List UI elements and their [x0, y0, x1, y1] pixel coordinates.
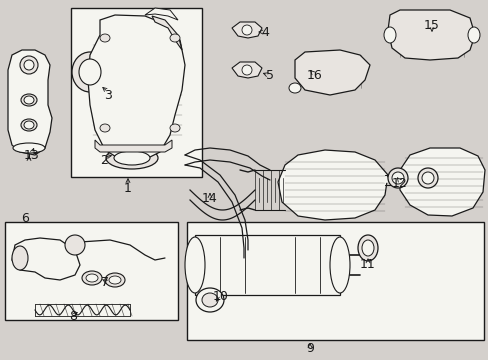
Ellipse shape — [24, 121, 34, 129]
Ellipse shape — [357, 235, 377, 261]
Polygon shape — [95, 140, 172, 152]
Ellipse shape — [24, 96, 34, 104]
Ellipse shape — [72, 52, 108, 92]
Ellipse shape — [114, 151, 150, 165]
Polygon shape — [231, 22, 262, 38]
Ellipse shape — [105, 273, 125, 287]
Ellipse shape — [329, 237, 349, 293]
Polygon shape — [88, 15, 184, 160]
Ellipse shape — [82, 271, 102, 285]
Ellipse shape — [383, 27, 395, 43]
Ellipse shape — [417, 168, 437, 188]
Ellipse shape — [361, 240, 373, 256]
Bar — [186, 222, 483, 340]
Text: 12: 12 — [391, 176, 407, 189]
Polygon shape — [145, 8, 178, 20]
Polygon shape — [152, 16, 182, 50]
Ellipse shape — [391, 172, 403, 184]
Ellipse shape — [21, 119, 37, 131]
Polygon shape — [294, 50, 369, 95]
Ellipse shape — [20, 56, 38, 74]
Polygon shape — [231, 62, 262, 78]
Ellipse shape — [12, 246, 28, 270]
Text: 16: 16 — [306, 68, 322, 81]
Ellipse shape — [109, 276, 121, 284]
Ellipse shape — [170, 124, 180, 132]
Polygon shape — [399, 148, 484, 216]
Bar — [71, 8, 202, 177]
Text: 3: 3 — [104, 89, 112, 102]
Ellipse shape — [13, 143, 45, 153]
Ellipse shape — [24, 60, 34, 70]
Ellipse shape — [21, 94, 37, 106]
Ellipse shape — [288, 83, 301, 93]
Polygon shape — [387, 10, 474, 60]
Ellipse shape — [100, 124, 110, 132]
Text: 4: 4 — [261, 26, 268, 39]
Ellipse shape — [100, 34, 110, 42]
Polygon shape — [12, 238, 80, 280]
Text: 2: 2 — [100, 153, 108, 166]
Ellipse shape — [196, 288, 224, 312]
Ellipse shape — [106, 147, 158, 169]
Polygon shape — [8, 50, 52, 155]
Ellipse shape — [202, 293, 218, 307]
Ellipse shape — [86, 274, 98, 282]
Text: 7: 7 — [101, 276, 109, 289]
Text: 1: 1 — [124, 181, 132, 194]
Text: 11: 11 — [359, 258, 375, 271]
Text: 5: 5 — [265, 68, 273, 81]
Ellipse shape — [242, 25, 251, 35]
Text: 13: 13 — [24, 149, 40, 162]
Ellipse shape — [421, 172, 433, 184]
Ellipse shape — [467, 27, 479, 43]
Text: 6: 6 — [21, 212, 29, 225]
Text: 14: 14 — [202, 192, 218, 204]
Bar — [5, 222, 178, 320]
Ellipse shape — [170, 34, 180, 42]
Ellipse shape — [184, 237, 204, 293]
Ellipse shape — [65, 235, 85, 255]
Text: 9: 9 — [305, 342, 313, 355]
Ellipse shape — [79, 59, 101, 85]
Text: 10: 10 — [213, 291, 228, 303]
Polygon shape — [278, 150, 387, 220]
Polygon shape — [195, 235, 339, 295]
Ellipse shape — [242, 65, 251, 75]
Text: 8: 8 — [69, 310, 77, 323]
Text: 15: 15 — [423, 18, 439, 32]
Ellipse shape — [387, 168, 407, 188]
